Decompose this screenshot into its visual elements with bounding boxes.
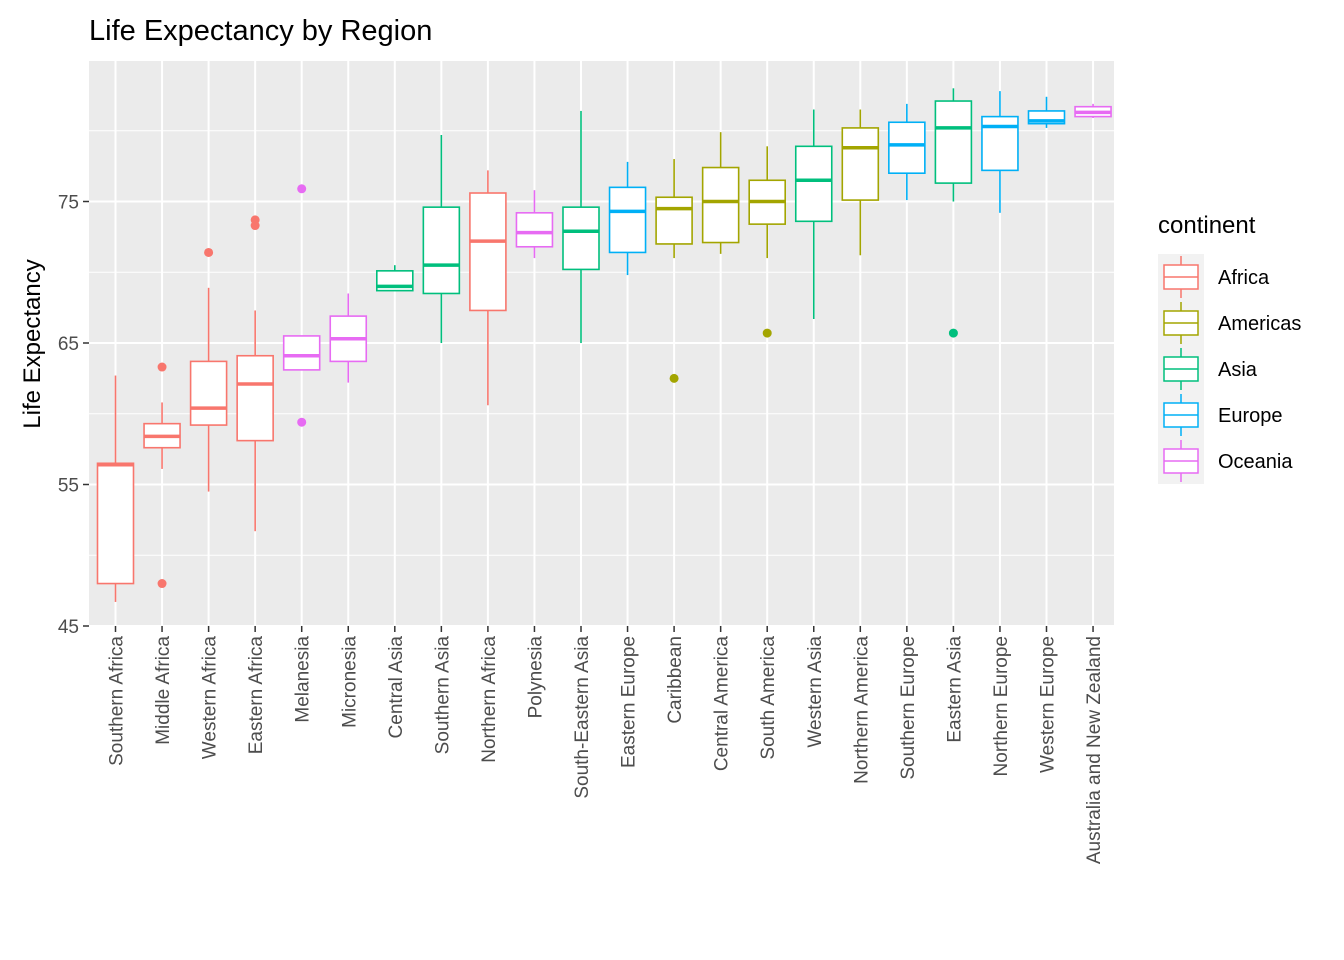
legend-item-asia: Asia xyxy=(1158,346,1258,392)
box-eastern-europe xyxy=(608,161,647,276)
box-body xyxy=(282,335,321,371)
x-tick-label: Caribbean xyxy=(665,636,686,724)
box-southern-europe xyxy=(888,103,926,201)
outlier-point xyxy=(204,247,214,257)
outlier-point xyxy=(250,221,260,231)
x-tick-label: Western Africa xyxy=(200,636,221,760)
legend-label: Asia xyxy=(1218,359,1258,381)
box-body xyxy=(189,360,228,426)
box-body xyxy=(515,212,554,248)
x-tick-label: South-Eastern Asia xyxy=(572,636,593,799)
box-australia-and-new-zealand xyxy=(1074,103,1112,119)
x-tick-label: Eastern Africa xyxy=(246,636,267,755)
box-body xyxy=(562,206,600,271)
legend-item-americas: Americas xyxy=(1158,300,1301,346)
box-southern-asia xyxy=(422,134,461,343)
box-body xyxy=(794,145,833,223)
x-tick-label: Northern Africa xyxy=(479,636,500,763)
x-axis: Southern Africa Middle Africa Western Afri… xyxy=(107,626,1105,864)
y-tick-label: 55 xyxy=(58,476,79,497)
box-body xyxy=(96,462,135,585)
outlier-point xyxy=(948,328,958,338)
box-central-america xyxy=(701,132,740,254)
outlier-point xyxy=(297,184,307,194)
legend-item-oceania: Oceania xyxy=(1158,438,1293,484)
y-axis: 45 55 65 75 xyxy=(58,193,89,638)
legend-label: Oceania xyxy=(1218,451,1293,473)
x-tick-label: Southern Europe xyxy=(898,636,919,780)
box-body xyxy=(655,196,693,245)
box-western-asia xyxy=(794,109,833,319)
box-body xyxy=(934,100,973,184)
y-tick-label: 65 xyxy=(58,334,79,355)
box-body xyxy=(981,115,1019,172)
outlier-point xyxy=(669,373,679,383)
legend-label: Americas xyxy=(1218,313,1301,335)
x-tick-label: Middle Africa xyxy=(153,636,174,745)
box-south-america xyxy=(748,146,787,338)
x-tick-label: Southern Africa xyxy=(107,636,128,766)
box-body xyxy=(888,121,926,175)
x-tick-label: Northern Europe xyxy=(991,636,1012,776)
box-body xyxy=(422,206,461,295)
outlier-point xyxy=(297,417,307,427)
outlier-point xyxy=(157,362,167,372)
legend-item-africa: Africa xyxy=(1158,254,1270,300)
legend-label: Africa xyxy=(1218,267,1270,289)
x-tick-label: Melanesia xyxy=(293,636,314,723)
x-tick-label: Eastern Europe xyxy=(619,636,640,768)
x-tick-label: Western Asia xyxy=(805,636,826,748)
box-body xyxy=(701,166,740,244)
x-tick-label: Western Europe xyxy=(1038,636,1059,773)
box-south-eastern-asia xyxy=(562,110,600,343)
box-middle-africa xyxy=(143,362,181,589)
chart-title: Life Expectancy by Region xyxy=(89,15,432,47)
box-western-africa xyxy=(189,247,228,492)
box-central-asia xyxy=(375,265,414,292)
box-eastern-asia xyxy=(934,88,973,338)
y-tick-label: 75 xyxy=(58,193,79,214)
box-southern-africa xyxy=(96,375,135,602)
box-body xyxy=(236,354,274,442)
x-tick-label: Central Asia xyxy=(386,636,407,739)
x-tick-label: Eastern Asia xyxy=(944,636,965,743)
x-tick-label: Australia and New Zealand xyxy=(1084,636,1105,864)
box-northern-africa xyxy=(469,170,507,406)
box-eastern-africa xyxy=(236,215,274,532)
outlier-point xyxy=(157,579,167,589)
box-polynesia xyxy=(515,190,554,259)
legend-label: Europe xyxy=(1218,405,1283,427)
legend-item-europe: Europe xyxy=(1158,392,1283,438)
box-western-europe xyxy=(1027,96,1066,128)
legend: continent Africa Americas Asia Europe Oceani… xyxy=(1158,212,1301,484)
x-tick-label: Micronesia xyxy=(339,636,360,728)
x-tick-label: South America xyxy=(758,636,779,760)
y-tick-label: 45 xyxy=(58,617,79,638)
x-tick-label: Southern Asia xyxy=(432,636,453,755)
legend-title: continent xyxy=(1158,212,1256,239)
box-body xyxy=(841,127,880,201)
box-micronesia xyxy=(329,293,368,383)
y-axis-label: Life Expectancy xyxy=(19,259,46,428)
outlier-point xyxy=(762,328,772,338)
box-caribbean xyxy=(655,159,693,383)
x-tick-label: Central America xyxy=(712,636,733,772)
box-body xyxy=(608,186,647,254)
x-tick-label: Polynesia xyxy=(525,636,546,719)
box-northern-europe xyxy=(981,91,1019,213)
x-tick-label: Northern America xyxy=(851,636,872,784)
box-body xyxy=(469,192,507,312)
box-melanesia xyxy=(282,184,321,427)
boxplot-layer xyxy=(96,88,1112,602)
box-northern-america xyxy=(841,109,880,256)
